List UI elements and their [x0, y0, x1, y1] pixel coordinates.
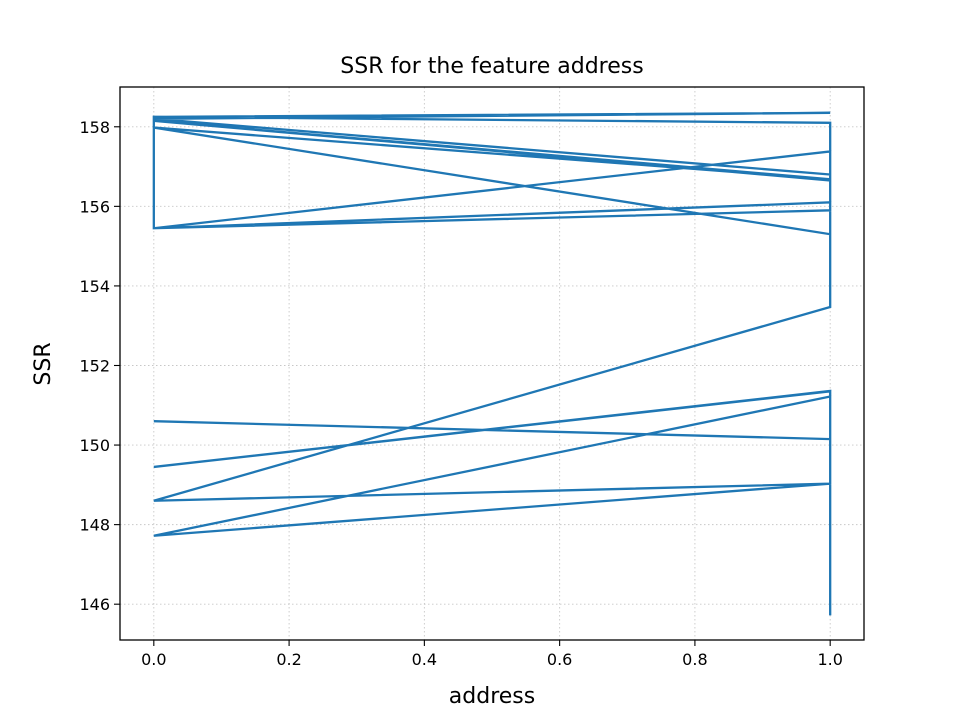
- x-tick-label: 0.6: [547, 650, 572, 669]
- y-tick-label: 156: [79, 197, 110, 216]
- series-line: [152, 111, 832, 616]
- y-tick-label: 150: [79, 436, 110, 455]
- plot-frame: [119, 86, 865, 641]
- y-axis-label: SSR: [31, 342, 56, 385]
- y-tick-label: 152: [79, 356, 110, 375]
- ticks: 0.0 0.2 0.4 0.6 0.8 1.0 146 148 150 152 154 156 158: [79, 118, 842, 669]
- x-tick-label: 0.8: [682, 650, 707, 669]
- x-tick-label: 0.4: [412, 650, 437, 669]
- y-tick-label: 148: [79, 516, 110, 535]
- x-axis-label: address: [449, 684, 535, 709]
- y-tick-label: 154: [79, 277, 110, 296]
- series-layer: [152, 111, 832, 616]
- y-tick-label: 158: [79, 118, 110, 137]
- x-tick-label: 1.0: [817, 650, 842, 669]
- chart-title: SSR for the feature address: [340, 54, 643, 79]
- y-tick-label: 146: [79, 595, 110, 614]
- x-tick-label: 0.2: [276, 650, 301, 669]
- x-tick-label: 0.0: [141, 650, 166, 669]
